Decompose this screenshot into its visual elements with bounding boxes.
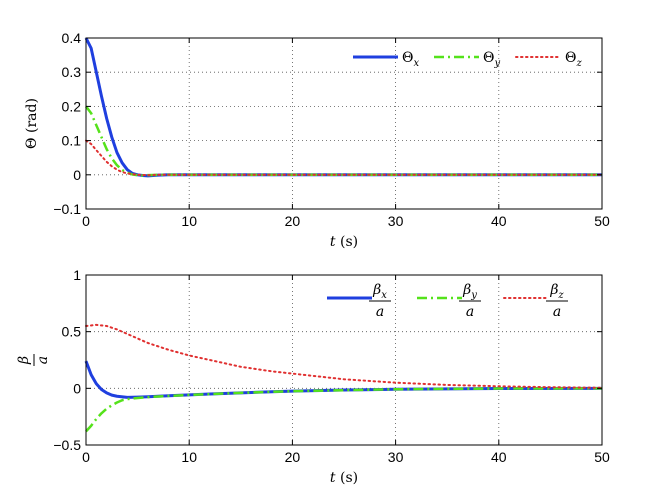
x-tick-label: 30 — [388, 213, 404, 229]
axes-frame — [85, 37, 603, 210]
legend-label-subscript: x — [413, 58, 419, 69]
x-tick-label: 10 — [181, 213, 197, 229]
y-tick-label: 0.4 — [62, 30, 82, 46]
y-tick-label: −0.1 — [53, 201, 81, 217]
x-axis-unit: (s) — [340, 470, 358, 486]
legend-label-subscript: y — [470, 290, 477, 301]
legend-label-z: Θz — [565, 50, 582, 69]
y-tick-label: 0 — [73, 167, 81, 183]
x-tick-label: 10 — [181, 449, 197, 465]
legend-label-denominator: a — [466, 304, 474, 320]
plot-1: 0 10 20 30 40 50−0.100.10.20.30.4t (s)Θ (rad)… — [24, 30, 610, 250]
y-tick-label: 0 — [73, 380, 81, 396]
series-line-z — [85, 323, 603, 389]
legend-label-x: βxa — [369, 282, 391, 320]
x-tick-label: 30 — [388, 449, 404, 465]
x-tick-label: 50 — [594, 213, 610, 229]
y-axis-label: Θ (rad) — [24, 98, 40, 149]
legend-label-base: Θ — [483, 50, 494, 66]
legend-label-z: βza — [546, 282, 568, 320]
x-axis-var: t — [330, 234, 336, 250]
legend-label-denominator: a — [376, 304, 384, 320]
legend-label-numerator: βy — [462, 282, 477, 301]
legend-label-denominator: a — [553, 304, 561, 320]
x-tick-label: 0 — [82, 449, 90, 465]
legend-label-numerator: βx — [372, 282, 387, 301]
y-tick-label: 0.1 — [62, 133, 82, 149]
series-line-z — [85, 139, 603, 177]
legend-label-y: Θy — [483, 50, 500, 69]
y-axis-label-denominator: a — [35, 356, 51, 364]
x-axis-label: t (s) — [330, 234, 358, 250]
x-tick-label: 20 — [285, 213, 301, 229]
y-tick-label: 0.2 — [62, 98, 82, 114]
legend: Θx Θy Θz — [353, 50, 582, 69]
x-tick-label: 40 — [491, 449, 507, 465]
legend-label-base: Θ — [402, 50, 413, 66]
x-axis-unit: (s) — [340, 234, 358, 250]
x-axis-var: t — [330, 470, 336, 486]
x-tick-label: 20 — [285, 449, 301, 465]
legend-label-base: Θ — [565, 50, 576, 66]
legend-label-subscript: z — [575, 58, 582, 69]
legend-label-base: β — [462, 282, 471, 298]
legend-label-numerator: βz — [549, 282, 564, 301]
series-line-y — [85, 387, 603, 433]
legend-label-base: β — [372, 282, 381, 298]
y-tick-label: 0.3 — [62, 64, 82, 80]
y-tick-label: 1 — [73, 267, 81, 283]
y-axis-label-numerator: β — [16, 356, 32, 365]
axes-frame — [85, 274, 603, 446]
y-tick-label: 0.5 — [62, 324, 82, 340]
series-line-y — [85, 105, 602, 177]
x-tick-label: 50 — [594, 449, 610, 465]
x-tick-label: 0 — [82, 213, 90, 229]
legend-label-y: βya — [459, 282, 481, 320]
legend-label-x: Θx — [402, 50, 419, 69]
series-line-x — [84, 37, 602, 178]
legend-label-subscript: x — [381, 290, 387, 301]
legend-label-subscript: z — [557, 290, 564, 301]
y-tick-label: −0.5 — [53, 437, 81, 453]
legend-label-subscript: y — [493, 58, 500, 69]
x-tick-label: 40 — [491, 213, 507, 229]
x-axis-label: t (s) — [330, 470, 358, 486]
legend-label-base: β — [549, 282, 558, 298]
